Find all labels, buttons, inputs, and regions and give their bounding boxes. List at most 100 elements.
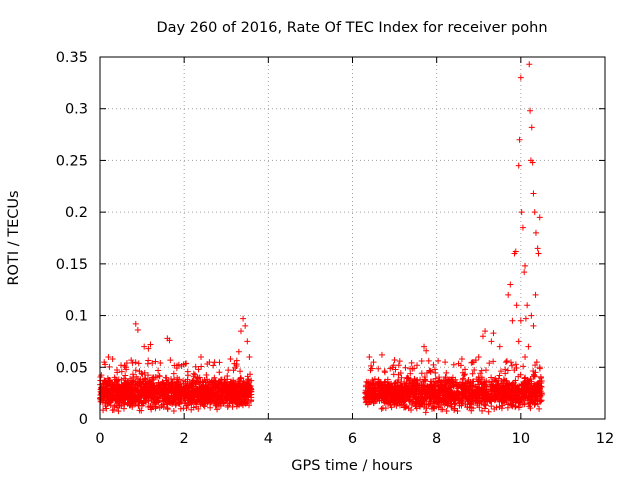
data-point (502, 370, 509, 377)
y-tick-label: 0 (79, 412, 88, 428)
data-point (145, 372, 152, 379)
data-point (239, 402, 246, 409)
data-point (409, 394, 416, 401)
data-point (179, 389, 186, 396)
data-point (471, 367, 478, 374)
data-point (155, 399, 162, 406)
data-point (519, 401, 526, 408)
data-point (444, 400, 451, 407)
data-point (421, 387, 428, 394)
data-point (230, 379, 237, 386)
data-point (225, 367, 232, 374)
data-point (499, 402, 506, 409)
data-point (427, 400, 434, 407)
data-point (105, 382, 112, 389)
data-point (510, 379, 517, 386)
data-point (195, 375, 202, 382)
data-point (529, 391, 536, 398)
data-point (101, 377, 108, 384)
data-point (401, 396, 408, 403)
data-point (160, 398, 167, 405)
data-point (422, 409, 429, 416)
data-point (108, 379, 115, 386)
data-point (170, 370, 177, 377)
data-point (493, 404, 500, 411)
data-point (235, 348, 242, 355)
data-point (516, 398, 523, 405)
data-point (371, 375, 378, 382)
data-point (527, 387, 534, 394)
data-point (229, 389, 236, 396)
data-point (381, 379, 388, 386)
data-point (106, 376, 113, 383)
data-point (531, 373, 538, 380)
data-point (407, 370, 414, 377)
data-point (530, 190, 537, 197)
data-point (156, 373, 163, 380)
data-point (135, 402, 142, 409)
data-point (145, 357, 152, 364)
data-point (230, 367, 237, 374)
data-point (381, 399, 388, 406)
data-point (180, 405, 187, 412)
data-point (137, 379, 144, 386)
data-point (118, 362, 125, 369)
data-point (400, 404, 407, 411)
data-point (422, 396, 429, 403)
y-tick-label: 0.25 (56, 153, 88, 169)
data-point (396, 358, 403, 365)
data-point (206, 359, 213, 366)
data-point (193, 379, 200, 386)
data-point (498, 368, 505, 375)
data-point (164, 397, 171, 404)
data-point (103, 405, 110, 412)
x-tick-label: 10 (512, 431, 530, 447)
data-point (180, 377, 187, 384)
data-point (503, 398, 510, 405)
data-point (369, 385, 376, 392)
data-point (142, 376, 149, 383)
data-point (412, 399, 419, 406)
data-point (395, 362, 402, 369)
data-point (164, 406, 171, 413)
data-point (457, 362, 464, 369)
data-point (365, 387, 372, 394)
data-point (450, 361, 457, 368)
data-point (118, 368, 125, 375)
data-point (362, 394, 369, 401)
data-point (532, 369, 539, 376)
data-point (522, 385, 529, 392)
data-point (240, 315, 247, 322)
data-point (233, 357, 240, 364)
data-point (209, 393, 216, 400)
data-point (432, 375, 439, 382)
data-point (139, 390, 146, 397)
data-point (528, 124, 535, 131)
data-point (509, 317, 516, 324)
data-point (396, 385, 403, 392)
data-point (157, 359, 164, 366)
data-point (379, 405, 386, 412)
data-point (422, 390, 429, 397)
data-point (158, 402, 165, 409)
data-point (218, 396, 225, 403)
data-point (244, 338, 251, 345)
data-point (532, 229, 539, 236)
data-point (418, 397, 425, 404)
data-point (109, 407, 116, 414)
data-point (115, 385, 122, 392)
data-point (463, 385, 470, 392)
data-point (453, 389, 460, 396)
data-point (417, 402, 424, 409)
data-point (378, 351, 385, 358)
data-point (515, 373, 522, 380)
data-point (138, 370, 145, 377)
data-point (246, 353, 253, 360)
data-point (505, 382, 512, 389)
data-point (509, 397, 516, 404)
data-point (517, 388, 524, 395)
data-point (510, 394, 517, 401)
data-point (111, 374, 118, 381)
data-point (238, 375, 245, 382)
